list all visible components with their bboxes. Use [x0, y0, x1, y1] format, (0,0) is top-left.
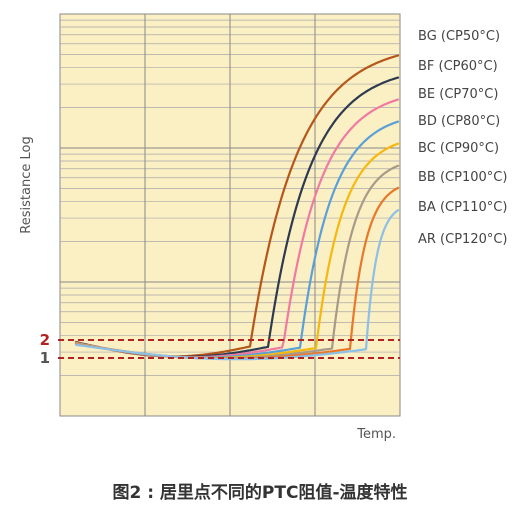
- reference-lines: 21: [40, 331, 400, 367]
- ptc-chart: 21 BG (CP50°C) BF (CP60°C) BE (CP70°C) BD (…: [19, 13, 508, 442]
- reference-label-2: 2: [40, 331, 50, 349]
- reference-label-1: 1: [40, 349, 50, 367]
- legend-entry: BB (CP100°C): [418, 170, 507, 185]
- y-axis-label: Resistance Log: [19, 136, 34, 233]
- figure-caption: 图2 : 居里点不同的PTC阻值-温度特性: [112, 483, 408, 503]
- series-lines: [74, 54, 400, 361]
- legend-entry: BC (CP90°C): [418, 141, 499, 156]
- series-line-ar: [74, 209, 400, 361]
- legend: BG (CP50°C) BF (CP60°C) BE (CP70°C) BD (CP8…: [418, 29, 508, 247]
- legend-entry: BE (CP70°C): [418, 87, 498, 102]
- legend-entry: BG (CP50°C): [418, 29, 500, 44]
- legend-entry: BD (CP80°C): [418, 114, 500, 129]
- legend-entry: AR (CP120°C): [418, 232, 508, 247]
- legend-entry: BA (CP110°C): [418, 200, 507, 215]
- legend-entry: BF (CP60°C): [418, 59, 498, 74]
- x-axis-label: Temp.: [356, 427, 396, 442]
